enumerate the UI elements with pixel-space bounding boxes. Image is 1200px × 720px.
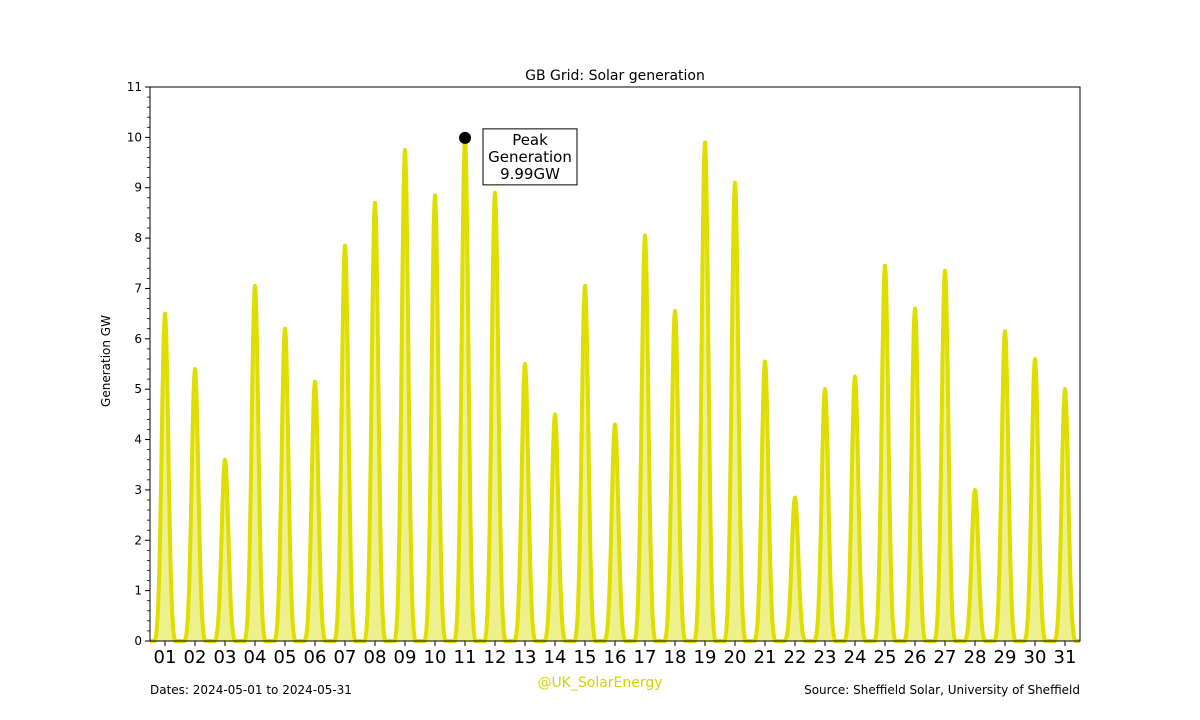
day-curve-14 bbox=[540, 412, 570, 643]
x-tick-label-17: 17 bbox=[634, 647, 657, 668]
x-tick-label-19: 19 bbox=[694, 647, 717, 668]
day-curve-07 bbox=[330, 243, 360, 643]
generation-line bbox=[150, 135, 1080, 643]
x-tick-label-24: 24 bbox=[844, 647, 867, 668]
y-tick-label: 1 bbox=[134, 584, 142, 598]
y-tick-label: 0 bbox=[134, 634, 142, 648]
chart-title: GB Grid: Solar generation bbox=[525, 68, 705, 84]
day-curve-12 bbox=[480, 190, 510, 643]
x-tick-label-01: 01 bbox=[154, 647, 177, 668]
x-tick-label-23: 23 bbox=[814, 647, 837, 668]
y-tick-label: 9 bbox=[134, 181, 142, 195]
x-tick-label-09: 09 bbox=[394, 647, 417, 668]
x-tick-label-05: 05 bbox=[274, 647, 297, 668]
day-curve-31 bbox=[1050, 387, 1080, 643]
twitter-handle: @UK_SolarEnergy bbox=[537, 675, 663, 691]
x-tick-label-08: 08 bbox=[364, 647, 387, 668]
day-curve-01 bbox=[150, 311, 180, 643]
y-tick-label: 6 bbox=[134, 332, 142, 346]
y-tick-label: 3 bbox=[134, 483, 142, 497]
y-tick-label: 11 bbox=[127, 80, 142, 94]
day-curve-08 bbox=[360, 200, 390, 643]
x-tick-label-03: 03 bbox=[214, 647, 237, 668]
day-curve-03 bbox=[210, 457, 240, 643]
x-tick-label-07: 07 bbox=[334, 647, 357, 668]
x-tick-label-18: 18 bbox=[664, 647, 687, 668]
y-tick-label: 8 bbox=[134, 231, 142, 245]
day-curve-28 bbox=[960, 487, 990, 643]
annotation-line: Peak bbox=[512, 131, 548, 149]
day-curve-13 bbox=[510, 362, 540, 643]
x-tick-label-29: 29 bbox=[994, 647, 1017, 668]
day-curve-19 bbox=[690, 140, 720, 643]
x-tick-label-04: 04 bbox=[244, 647, 267, 668]
day-curve-25 bbox=[870, 263, 900, 643]
day-curve-15 bbox=[570, 283, 600, 643]
day-curve-30 bbox=[1020, 357, 1050, 643]
source-note: Source: Sheffield Solar, University of S… bbox=[804, 683, 1080, 697]
x-tick-label-28: 28 bbox=[964, 647, 987, 668]
y-tick-label: 2 bbox=[134, 533, 142, 547]
day-curve-23 bbox=[810, 387, 840, 643]
x-tick-label-15: 15 bbox=[574, 647, 597, 668]
x-tick-label-27: 27 bbox=[934, 647, 957, 668]
day-curve-29 bbox=[990, 329, 1020, 643]
day-curve-27 bbox=[930, 268, 960, 643]
x-tick-label-06: 06 bbox=[304, 647, 327, 668]
x-tick-label-31: 31 bbox=[1054, 647, 1077, 668]
day-curve-06 bbox=[300, 379, 330, 643]
x-tick-label-13: 13 bbox=[514, 647, 537, 668]
day-curve-04 bbox=[240, 283, 270, 643]
x-tick-label-02: 02 bbox=[184, 647, 207, 668]
day-curve-18 bbox=[660, 309, 690, 643]
x-tick-label-14: 14 bbox=[544, 647, 567, 668]
day-curve-09 bbox=[390, 148, 420, 643]
x-tick-label-26: 26 bbox=[904, 647, 927, 668]
x-axis: 01 02 03 04 05 06 07 08 09 10 11 12 13 14 15 16 17 18 19 20… bbox=[154, 641, 1077, 668]
annotation-box bbox=[482, 128, 578, 186]
y-tick-label: 10 bbox=[127, 130, 142, 144]
x-tick-label-30: 30 bbox=[1024, 647, 1047, 668]
day-curve-05 bbox=[270, 326, 300, 643]
x-tick-label-22: 22 bbox=[784, 647, 807, 668]
x-tick-label-16: 16 bbox=[604, 647, 627, 668]
y-tick-label: 7 bbox=[134, 281, 142, 295]
day-curve-22 bbox=[780, 495, 810, 643]
day-curve-10 bbox=[420, 193, 450, 643]
day-curve-26 bbox=[900, 306, 930, 643]
annotation-line: Generation bbox=[488, 148, 572, 166]
date-range-note: Dates: 2024-05-01 to 2024-05-31 bbox=[150, 683, 352, 697]
x-tick-label-10: 10 bbox=[424, 647, 447, 668]
x-tick-label-12: 12 bbox=[484, 647, 507, 668]
day-curve-02 bbox=[180, 367, 210, 643]
day-curve-21 bbox=[750, 359, 780, 643]
x-tick-label-21: 21 bbox=[754, 647, 777, 668]
day-curve-20 bbox=[720, 180, 750, 643]
peak-marker bbox=[459, 131, 471, 144]
annotation-line: 9.99GW bbox=[500, 165, 560, 183]
day-curve-16 bbox=[600, 422, 630, 643]
y-tick-label: 4 bbox=[134, 433, 142, 447]
x-tick-label-20: 20 bbox=[724, 647, 747, 668]
x-tick-label-11: 11 bbox=[454, 647, 477, 668]
y-axis: 0 1 2 3 4 5 6 7 8 9 10 11 bbox=[127, 80, 150, 648]
x-tick-label-25: 25 bbox=[874, 647, 897, 668]
day-curve-24 bbox=[840, 374, 870, 643]
y-tick-label: 5 bbox=[134, 382, 142, 396]
y-axis-label: Generation GW bbox=[99, 315, 113, 407]
day-curve-17 bbox=[630, 233, 660, 643]
